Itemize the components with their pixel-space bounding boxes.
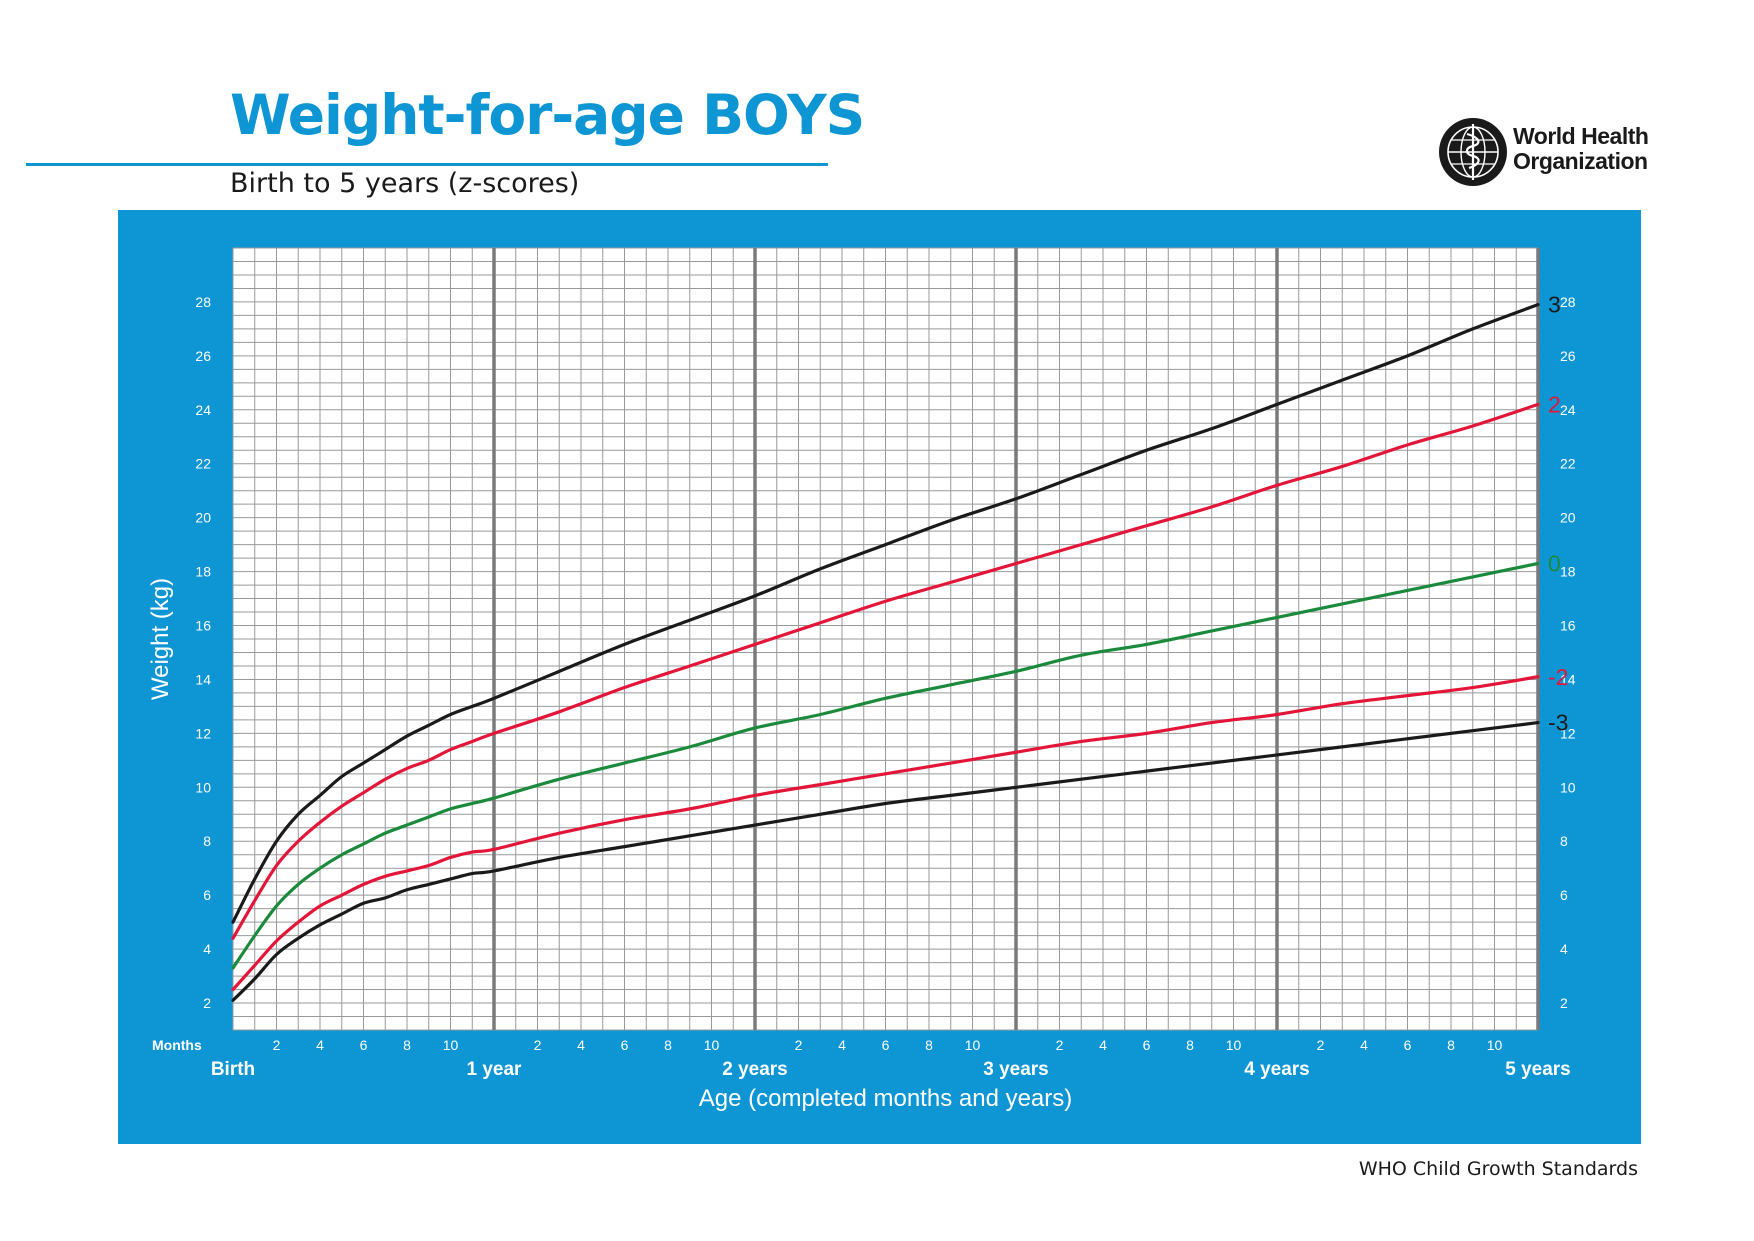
month-tick-label: 4 <box>1360 1037 1368 1053</box>
y-tick-label-right: 6 <box>1560 887 1568 903</box>
z-score-line-2 <box>231 402 1540 940</box>
y-tick-label-left: 4 <box>203 941 211 957</box>
z-score-label--3: -3 <box>1548 710 1568 736</box>
month-tick-label: 2 <box>273 1037 281 1053</box>
y-tick-label-left: 2 <box>203 995 211 1011</box>
y-tick-label-right: 22 <box>1560 456 1576 472</box>
y-tick-label-left: 26 <box>195 348 211 364</box>
footer-text: WHO Child Growth Standards <box>1358 1158 1638 1180</box>
year-label: 5 years <box>1505 1059 1571 1080</box>
z-score-label-3: 3 <box>1548 292 1561 318</box>
y-tick-label-right: 2 <box>1560 995 1568 1011</box>
z-score-label--2: -2 <box>1548 664 1568 690</box>
month-tick-label: 6 <box>621 1037 629 1053</box>
year-label: Birth <box>211 1059 255 1080</box>
y-tick-label-right: 8 <box>1560 833 1568 849</box>
y-axis-title: Weight (kg) <box>147 578 174 700</box>
y-tick-label-right: 20 <box>1560 510 1576 526</box>
y-tick-label-right: 4 <box>1560 941 1568 957</box>
months-label: Months <box>152 1037 202 1053</box>
z-score-line-0 <box>231 561 1540 970</box>
y-tick-label-right: 12 <box>1560 725 1576 741</box>
y-tick-label-left: 18 <box>195 564 211 580</box>
month-tick-label: 10 <box>965 1037 981 1053</box>
y-tick-label-left: 14 <box>195 671 211 687</box>
month-tick-label: 6 <box>1143 1037 1151 1053</box>
y-tick-label-right: 10 <box>1560 779 1576 795</box>
y-tick-label-left: 12 <box>195 725 211 741</box>
month-tick-label: 2 <box>534 1037 542 1053</box>
month-tick-label: 10 <box>1226 1037 1242 1053</box>
x-axis-title: Age (completed months and years) <box>699 1085 1073 1112</box>
z-score-line--2 <box>231 675 1540 992</box>
page-subtitle: Birth to 5 years (z-scores) <box>230 168 580 199</box>
month-tick-label: 4 <box>316 1037 324 1053</box>
month-tick-label: 10 <box>704 1037 720 1053</box>
title-underline <box>26 163 828 166</box>
z-score-label-0: 0 <box>1548 550 1561 576</box>
y-tick-label-left: 22 <box>195 456 211 472</box>
y-tick-label-left: 8 <box>203 833 211 849</box>
year-label: 3 years <box>983 1059 1049 1080</box>
month-tick-label: 6 <box>882 1037 890 1053</box>
month-tick-label: 8 <box>664 1037 672 1053</box>
y-tick-label-right: 14 <box>1560 671 1576 687</box>
z-score-line--3 <box>231 720 1540 1002</box>
org-name-line1: World Health <box>1513 123 1649 149</box>
who-emblem-icon <box>1439 118 1507 186</box>
z-score-label-2: 2 <box>1548 391 1561 417</box>
y-tick-label-left: 16 <box>195 618 211 634</box>
month-tick-label: 4 <box>577 1037 585 1053</box>
org-name-line2: Organization <box>1513 148 1648 174</box>
year-label: 2 years <box>722 1059 788 1080</box>
month-tick-label: 8 <box>403 1037 411 1053</box>
month-tick-label: 8 <box>925 1037 933 1053</box>
month-tick-label: 8 <box>1447 1037 1455 1053</box>
page-title: Weight-for-age BOYS <box>230 83 865 147</box>
y-tick-label-right: 18 <box>1560 564 1576 580</box>
y-tick-label-left: 20 <box>195 510 211 526</box>
y-tick-label-left: 24 <box>195 402 211 418</box>
y-tick-label-right: 16 <box>1560 618 1576 634</box>
chart-panel: 2 2 4 4 6 6 8 8 10 10 12 12 14 14 16 16 18 18 20 20 22 22 24 24… <box>118 210 1641 1144</box>
z-score-line-3 <box>231 303 1540 924</box>
y-tick-label-left: 28 <box>195 294 211 310</box>
month-tick-label: 2 <box>1317 1037 1325 1053</box>
month-tick-label: 6 <box>360 1037 368 1053</box>
y-tick-label-right: 24 <box>1560 402 1576 418</box>
y-tick-label-left: 6 <box>203 887 211 903</box>
month-tick-label: 2 <box>1056 1037 1064 1053</box>
month-tick-label: 4 <box>838 1037 846 1053</box>
month-tick-label: 6 <box>1404 1037 1412 1053</box>
month-tick-label: 2 <box>795 1037 803 1053</box>
who-organization-name: World Health Organization <box>1513 123 1649 174</box>
month-tick-label: 10 <box>1487 1037 1503 1053</box>
month-tick-label: 10 <box>443 1037 459 1053</box>
y-tick-label-right: 28 <box>1560 294 1576 310</box>
y-tick-label-right: 26 <box>1560 348 1576 364</box>
year-label: 4 years <box>1244 1059 1310 1080</box>
month-tick-label: 4 <box>1099 1037 1107 1053</box>
month-tick-label: 8 <box>1186 1037 1194 1053</box>
year-label: 1 year <box>467 1059 523 1080</box>
y-tick-label-left: 10 <box>195 779 211 795</box>
